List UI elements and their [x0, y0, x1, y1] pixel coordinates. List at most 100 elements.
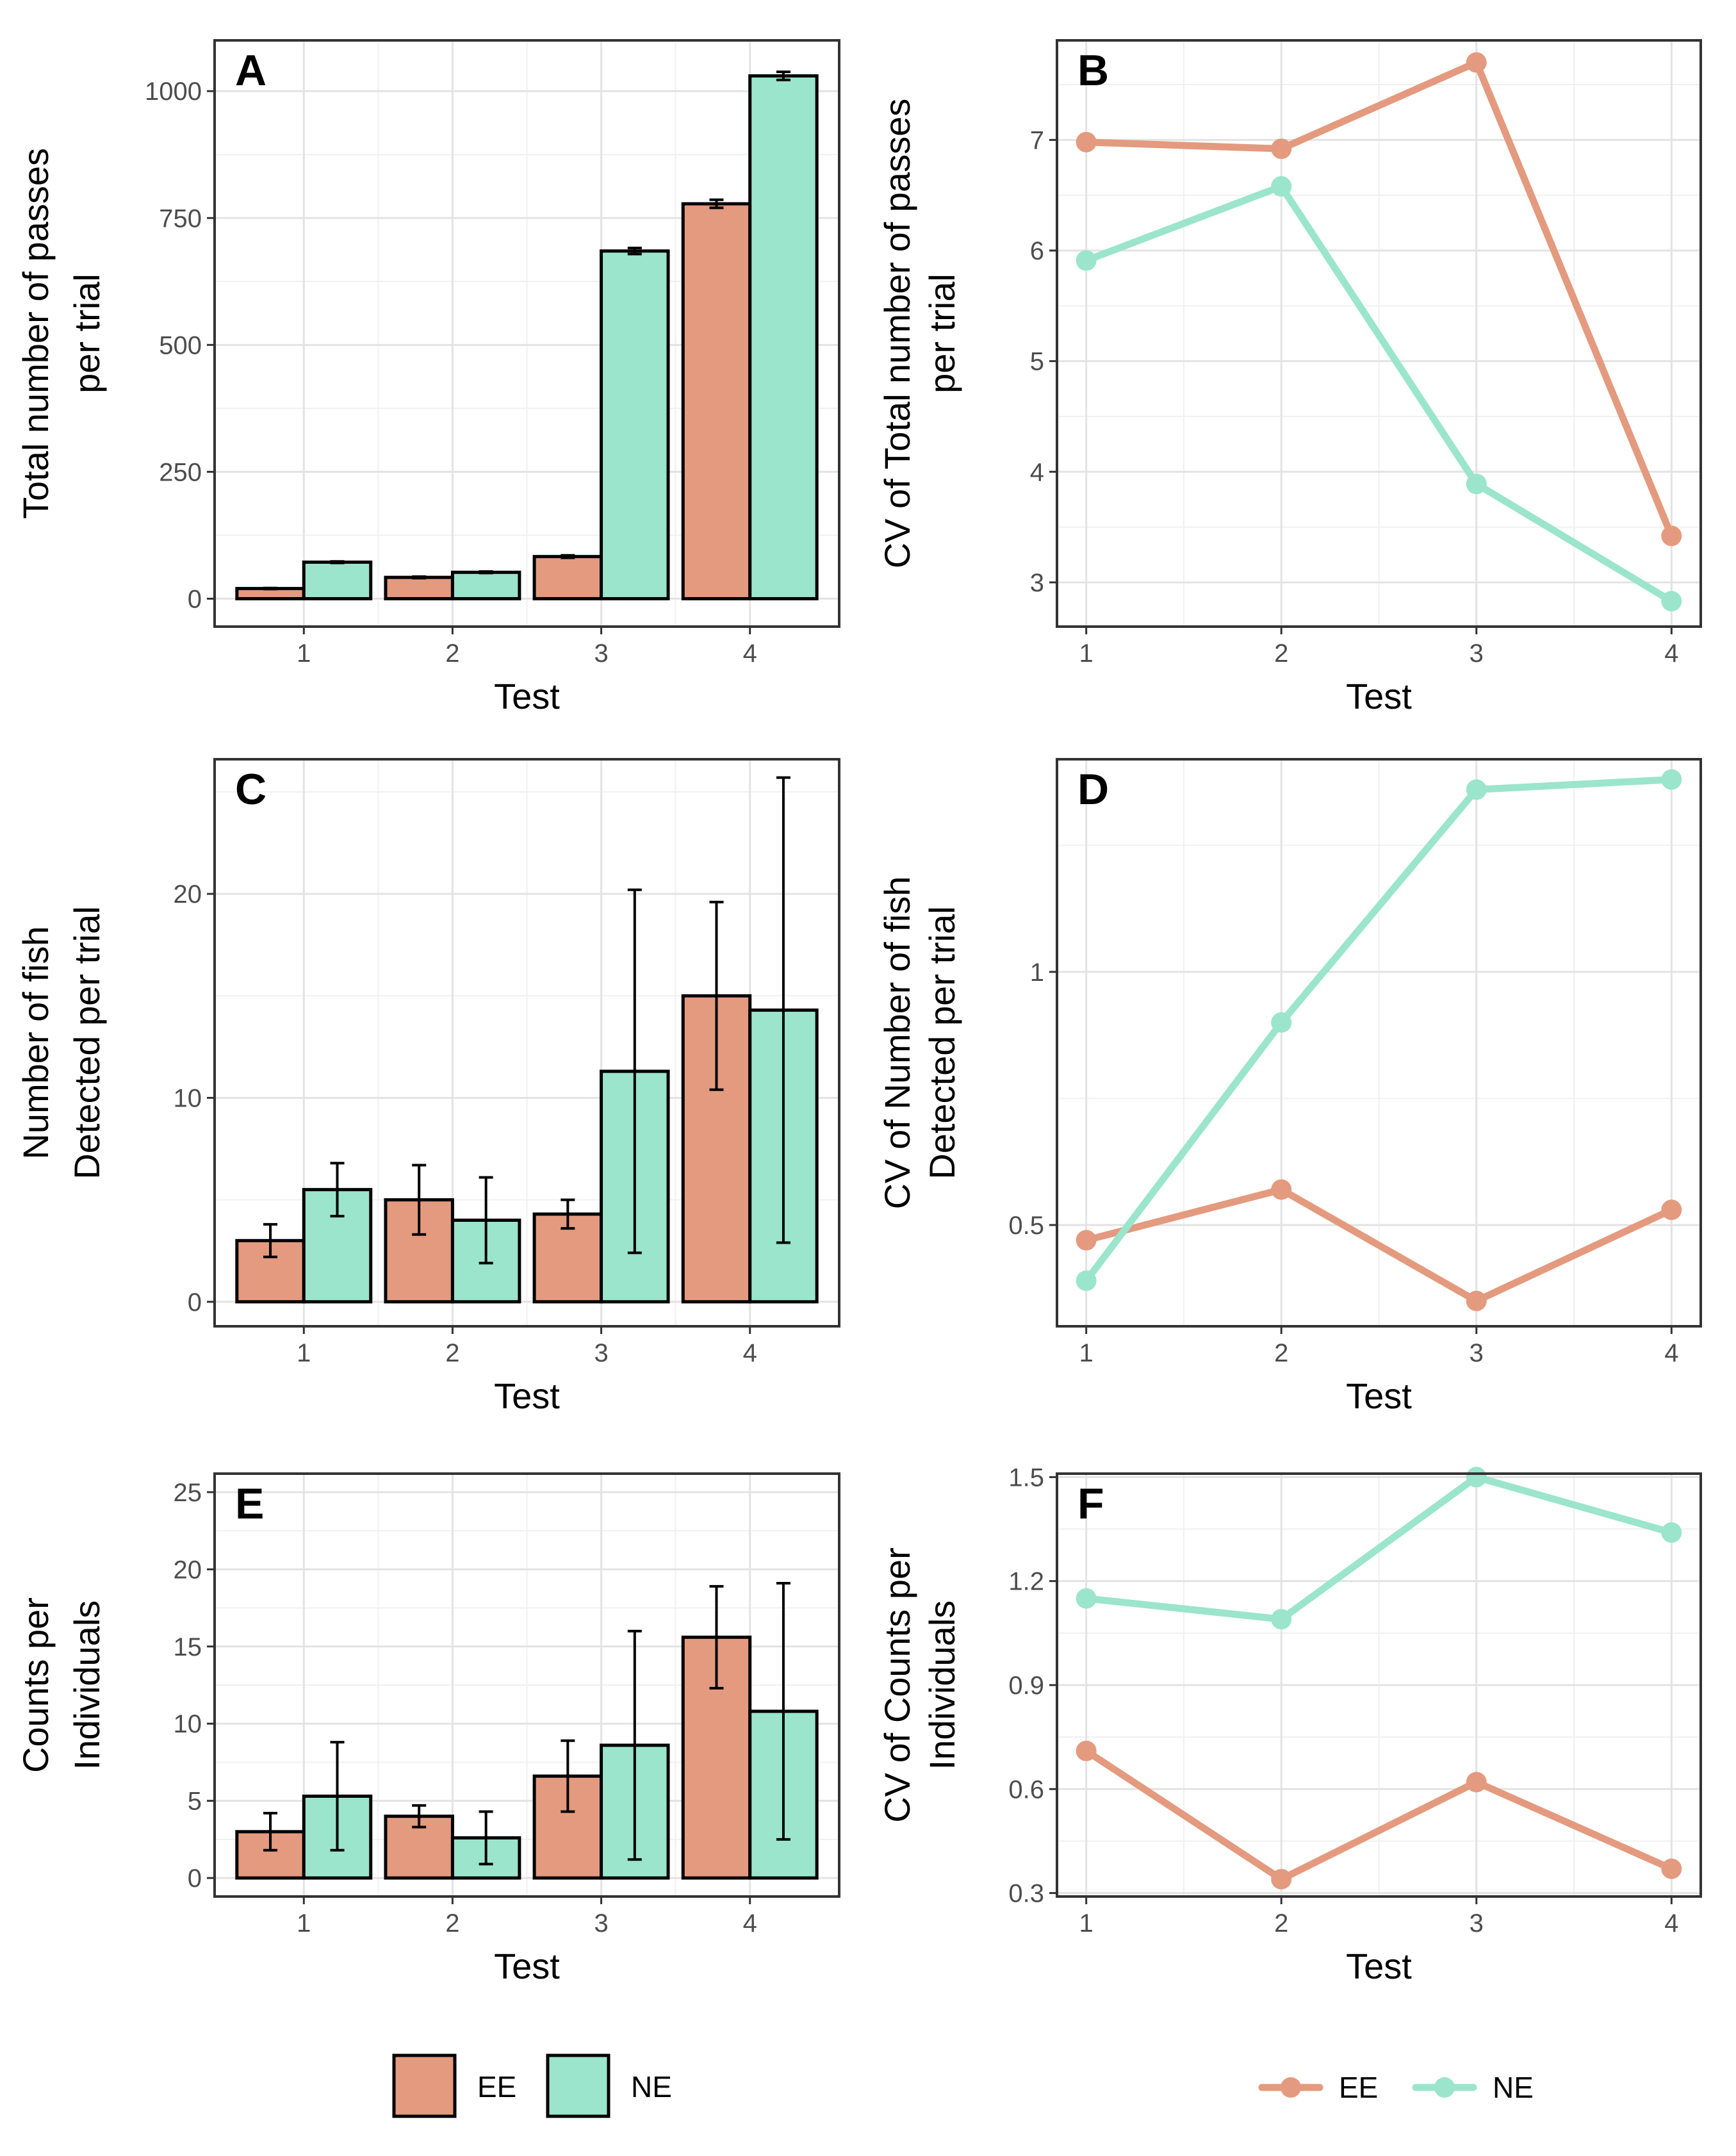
panel-d: 0.5 1 1 2 3 4 Test CV of Number of fish Detected… — [877, 758, 1702, 1416]
panel-b: 3 4 5 6 7 1 2 3 4 Test CV of Total number of passe… — [877, 39, 1702, 716]
line-series-ee — [1083, 1747, 1675, 1883]
point-ee-test-4 — [1661, 525, 1682, 547]
point-ne-test-3 — [1466, 1467, 1487, 1488]
point-ne-test-3 — [1466, 779, 1487, 800]
point-ee-test-3 — [1466, 52, 1487, 73]
x-tick-label: 4 — [743, 1339, 757, 1367]
point-ee-test-4 — [1661, 1199, 1682, 1221]
x-axis-title: Test — [494, 1946, 560, 1986]
legend-line: EE NE — [1258, 2071, 1534, 2104]
error-bar-ee-test-2 — [412, 1164, 427, 1236]
y-tick-label: 7 — [1030, 126, 1044, 154]
y-tick-label: 4 — [1030, 458, 1044, 486]
point-ee-test-2 — [1271, 1868, 1292, 1889]
error-bar-ne-test-2 — [479, 1810, 493, 1866]
point-ee-test-3 — [1466, 1290, 1487, 1312]
error-bar-ee-test-3 — [561, 554, 575, 559]
x-axis-title: Test — [1346, 1946, 1412, 1986]
panel-tag-c: C — [235, 765, 266, 814]
error-bar-ee-test-4 — [709, 198, 724, 210]
point-ne-test-1 — [1076, 250, 1097, 271]
panel-tag-f: F — [1077, 1479, 1104, 1528]
point-ee-test-1 — [1076, 1740, 1097, 1761]
line-series-ne — [1083, 776, 1675, 1285]
y-tick-label: 0.5 — [1008, 1212, 1044, 1240]
y-tick-label: 1000 — [145, 78, 202, 106]
y-axis-title-line-1: Counts per — [15, 1597, 56, 1773]
x-tick-label: 3 — [1470, 1339, 1484, 1367]
error-bar-ne-test-4 — [776, 776, 790, 1244]
point-ee-test-2 — [1271, 138, 1292, 160]
y-tick-label: 5 — [188, 1788, 202, 1816]
x-tick-label: 2 — [445, 1339, 459, 1367]
line-series-ee — [1083, 1186, 1675, 1304]
bar-ne-test-2 — [450, 570, 521, 600]
bar-ee-test-3 — [532, 555, 603, 600]
y-tick-label: 1.2 — [1008, 1568, 1044, 1596]
y-tick-label: 500 — [159, 331, 202, 359]
panel-border — [1056, 39, 1702, 628]
point-ee-test-4 — [1661, 1858, 1682, 1879]
panel-tag-e: E — [235, 1479, 264, 1528]
x-tick-label: 4 — [1664, 1909, 1678, 1938]
x-tick-label: 3 — [594, 1339, 608, 1367]
line-series-ne — [1083, 1473, 1675, 1623]
point-ee-test-1 — [1076, 1230, 1097, 1251]
line-series-ne — [1083, 183, 1675, 605]
x-tick-label: 1 — [1079, 1909, 1093, 1938]
y-axis-title-line-2: Individuals — [922, 1601, 962, 1770]
x-tick-label: 1 — [1079, 639, 1093, 668]
legend-key-point-ee — [1281, 2077, 1301, 2098]
error-bar-ee-test-2 — [412, 1804, 427, 1829]
x-tick-label: 1 — [297, 1339, 311, 1367]
legend-label-ee: EE — [477, 2070, 516, 2103]
y-tick-label: 20 — [174, 1556, 202, 1584]
y-axis-title-line-1: CV of Total number of passes — [877, 99, 917, 569]
y-tick-label: 6 — [1030, 237, 1044, 265]
legend-label-line-ne: NE — [1493, 2071, 1534, 2104]
panel-e: 0 5 10 15 20 25 1 2 3 4 Test Counts per Individuals E — [15, 1472, 840, 1986]
point-ee-test-3 — [1466, 1772, 1487, 1793]
y-tick-label: 0 — [188, 585, 202, 613]
panel-c: 0 10 20 1 2 3 4 Test Number of fish Detected per … — [15, 758, 840, 1416]
error-bar-ne-test-1 — [330, 1162, 345, 1218]
panel-border — [213, 39, 840, 628]
x-tick-label: 1 — [1079, 1339, 1093, 1367]
error-bar-ee-test-3 — [561, 1198, 575, 1230]
y-tick-label: 0 — [188, 1288, 202, 1317]
legend-bar: EE NE — [392, 2053, 672, 2118]
error-bar-ee-test-4 — [709, 1584, 724, 1690]
y-tick-label: 1 — [1030, 959, 1044, 987]
legend-label-line-ee: EE — [1339, 2071, 1378, 2104]
x-tick-label: 1 — [297, 639, 311, 668]
error-bar-ne-test-2 — [479, 1176, 493, 1265]
panel-a: 0 250 500 750 1000 1 2 3 4 Test Total number of pa… — [15, 39, 840, 716]
bar-ee-test-2 — [384, 575, 454, 600]
y-axis-title-line-2: per trial — [922, 274, 962, 393]
x-tick-label: 2 — [445, 1909, 459, 1938]
x-tick-label: 4 — [1664, 639, 1678, 668]
line-series-ee — [1083, 59, 1675, 539]
panel-f: 0.3 0.6 0.9 1.2 1.5 1 2 3 4 Test CV of Counts per I… — [877, 1463, 1702, 1986]
y-axis-title-line-2: Individuals — [67, 1601, 107, 1770]
y-tick-label: 0.3 — [1008, 1880, 1044, 1908]
point-ee-test-1 — [1076, 131, 1097, 152]
y-tick-label: 5 — [1030, 348, 1044, 376]
error-bar-ee-test-4 — [709, 900, 724, 1091]
error-bar-ne-test-3 — [627, 247, 642, 256]
x-axis-title: Test — [1346, 676, 1412, 716]
error-bar-ne-test-1 — [330, 1741, 345, 1852]
x-tick-label: 3 — [1470, 639, 1484, 668]
y-tick-label: 750 — [159, 204, 202, 233]
y-tick-label: 20 — [174, 880, 202, 909]
y-tick-label: 25 — [174, 1479, 202, 1507]
legend-key-ee — [392, 2053, 457, 2118]
point-ne-test-4 — [1661, 769, 1682, 790]
x-tick-label: 1 — [297, 1909, 311, 1938]
point-ne-test-3 — [1466, 473, 1487, 495]
point-ne-test-2 — [1271, 1609, 1292, 1630]
point-ne-test-2 — [1271, 1012, 1292, 1033]
x-axis-title: Test — [494, 676, 560, 716]
y-axis-title-line-2: Detected per trial — [67, 906, 107, 1179]
